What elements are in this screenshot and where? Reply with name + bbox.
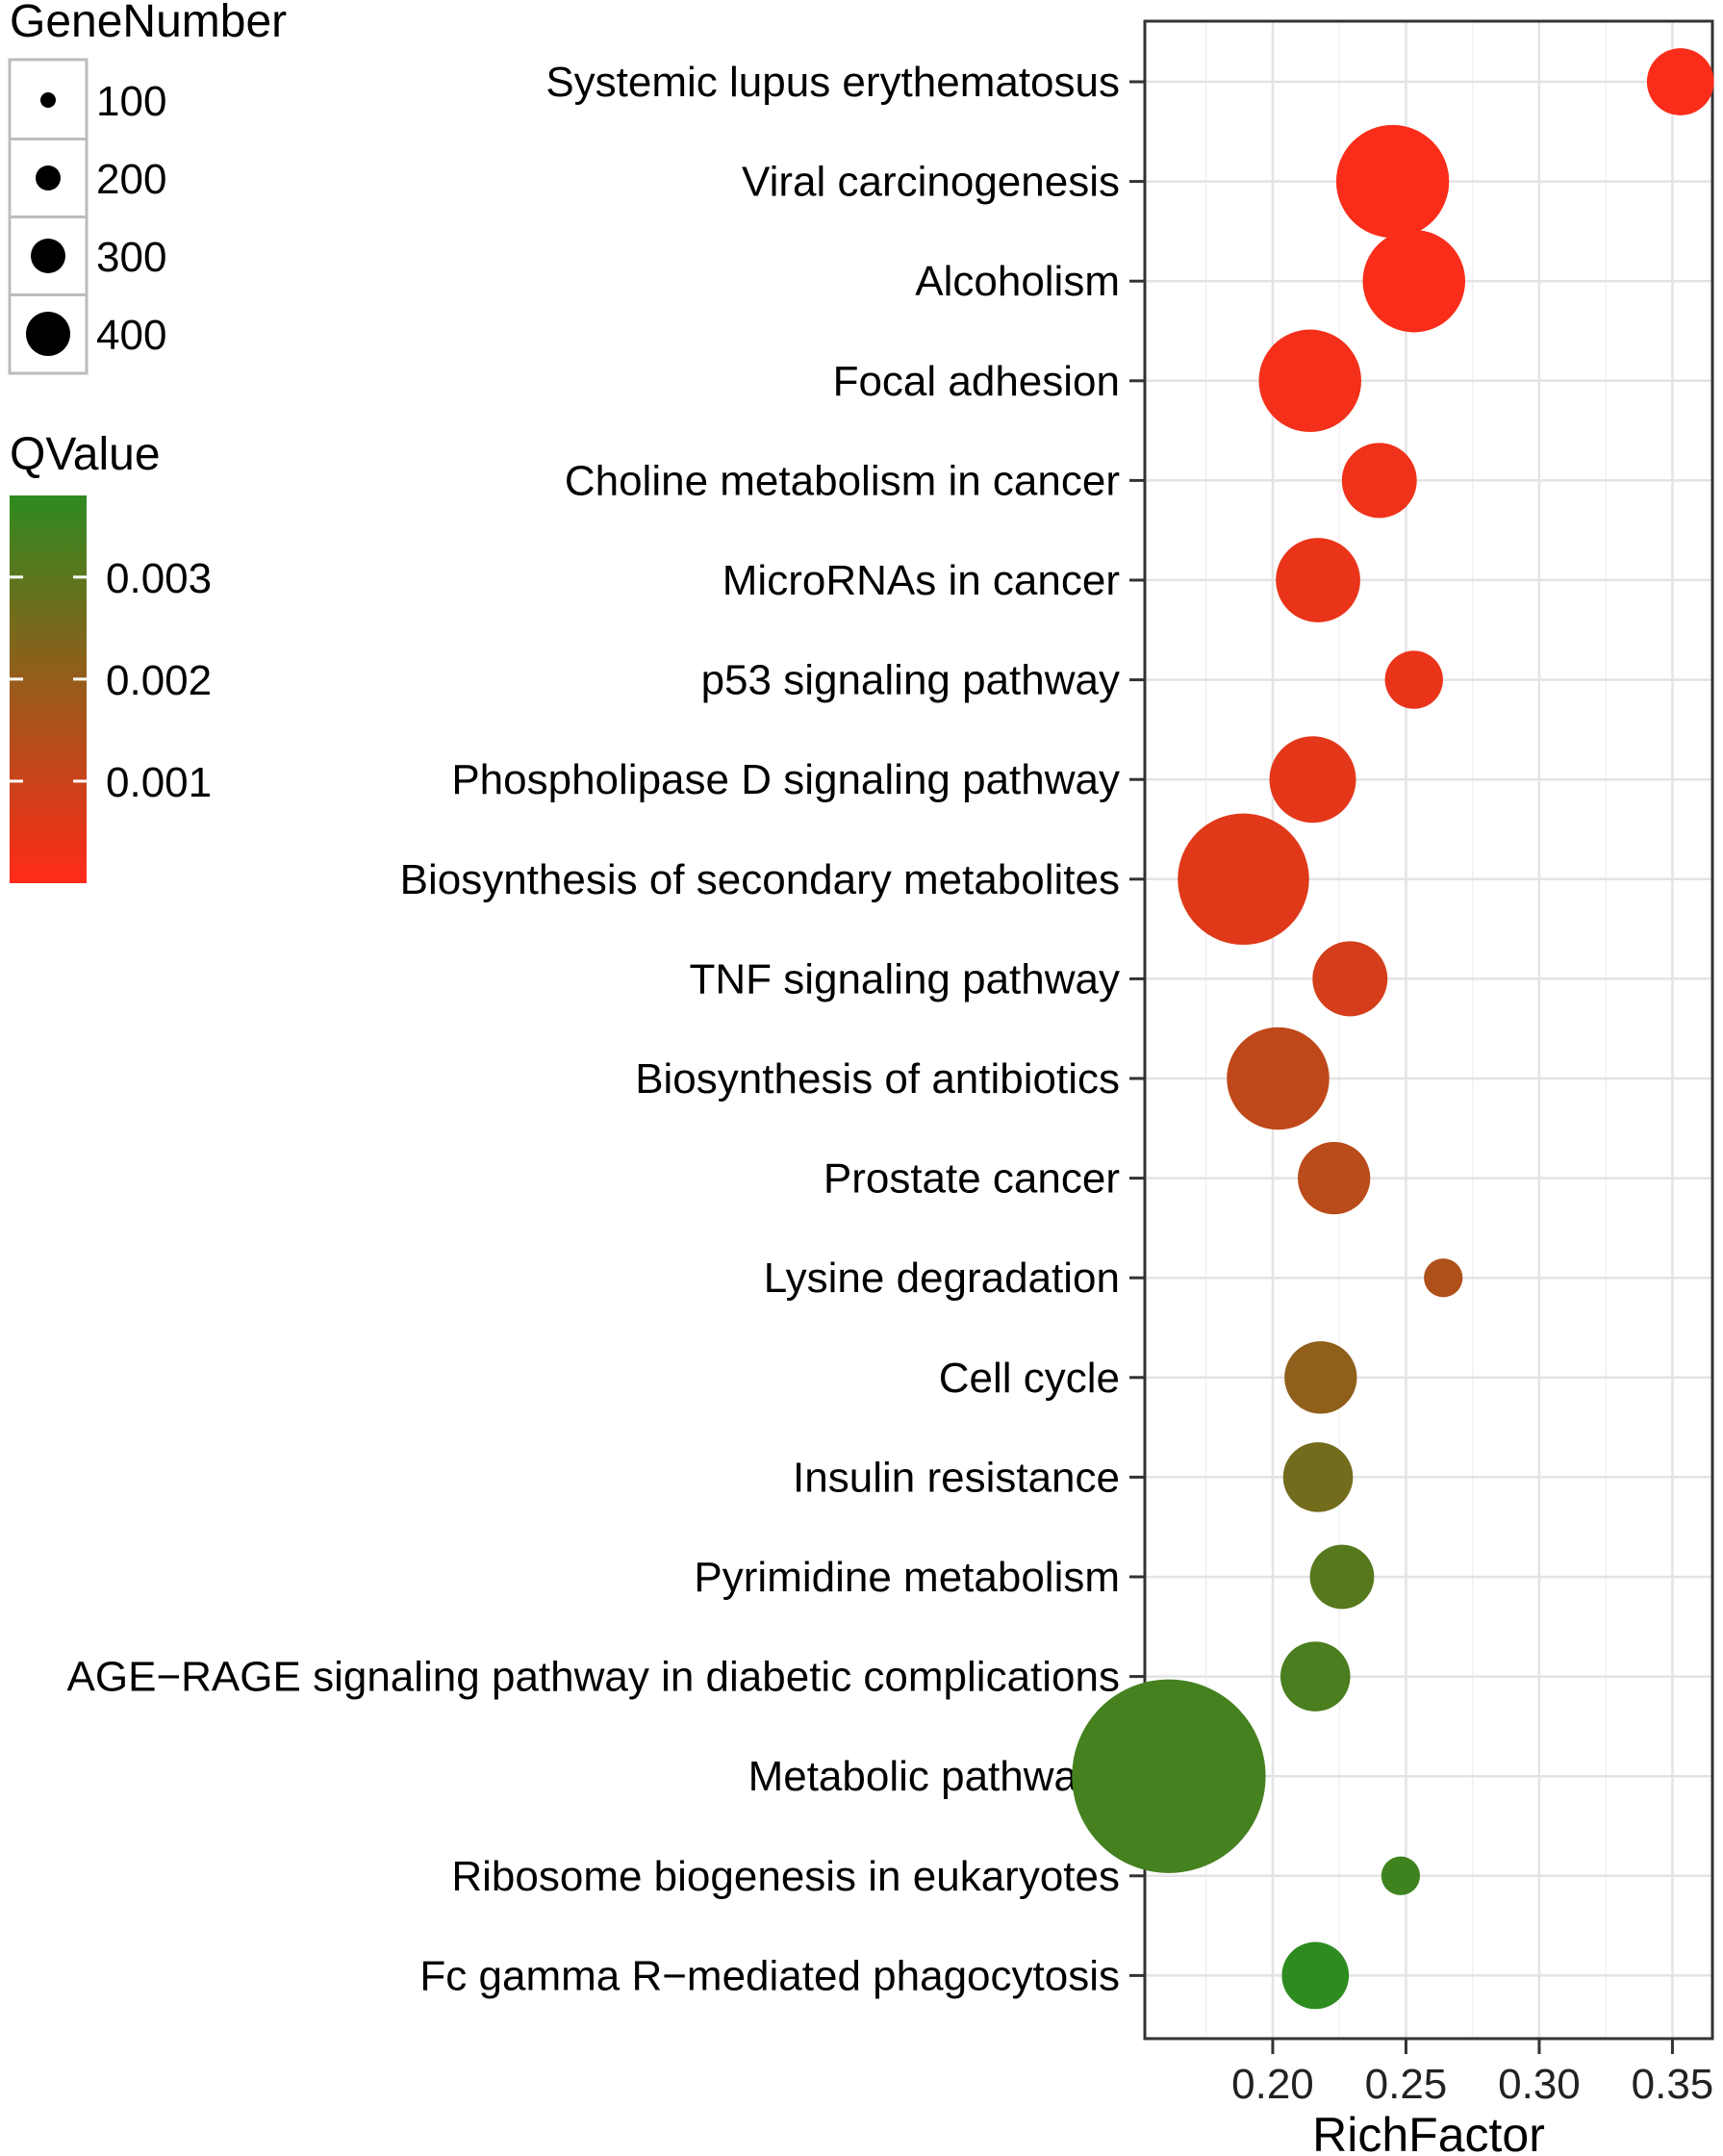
color-legend-title: QValue: [10, 429, 161, 480]
data-point: [1646, 48, 1714, 115]
pathway-label: Metabolic pathways: [748, 1753, 1120, 1800]
pathway-label: Biosynthesis of secondary metabolites: [400, 856, 1120, 903]
size-legend-label: 200: [96, 156, 166, 203]
data-point: [1269, 736, 1356, 824]
data-point: [1284, 1341, 1357, 1414]
x-tick-label: 0.30: [1498, 2061, 1581, 2108]
data-point: [1335, 124, 1450, 239]
data-point: [1298, 1141, 1371, 1215]
pathway-label: Biosynthesis of antibiotics: [635, 1055, 1120, 1103]
pathway-label: TNF signaling pathway: [689, 955, 1120, 1002]
data-point: [1309, 1544, 1375, 1610]
size-legend-key: [36, 165, 61, 190]
panel-background: [1145, 21, 1712, 2039]
data-point: [1276, 538, 1360, 622]
pathway-label: Focal adhesion: [833, 358, 1120, 405]
pathway-label: Systemic lupus erythematosus: [545, 59, 1120, 106]
color-legend-label: 0.003: [106, 555, 212, 602]
color-legend-gradient-bar: [10, 495, 87, 883]
pathway-label: Viral carcinogenesis: [742, 159, 1120, 206]
pathway-label: Phospholipase D signaling pathway: [451, 756, 1120, 803]
color-legend-label: 0.001: [106, 759, 212, 806]
plot-panel: Systemic lupus erythematosus Viral carcin…: [67, 19, 1714, 2108]
data-point: [1381, 1856, 1421, 1895]
pathway-label: Insulin resistance: [793, 1454, 1120, 1501]
pathway-label: Choline metabolism in cancer: [565, 457, 1120, 504]
x-tick-label: 0.25: [1365, 2061, 1448, 2108]
data-point: [1178, 813, 1309, 946]
pathway-label: Cell cycle: [939, 1355, 1120, 1402]
pathway-label: p53 signaling pathway: [701, 657, 1120, 704]
size-legend-key: [26, 312, 70, 356]
data-point: [1280, 1641, 1351, 1712]
data-point: [1227, 1027, 1330, 1130]
pathway-label: Fc gamma R−mediated phagocytosis: [419, 1952, 1120, 1999]
data-point: [1384, 650, 1443, 709]
x-tick-label: 0.20: [1231, 2061, 1314, 2108]
size-legend-title: GeneNumber: [10, 0, 287, 47]
x-tick-label: 0.35: [1632, 2061, 1714, 2108]
pathway-label: AGE−RAGE signaling pathway in diabetic c…: [67, 1654, 1120, 1701]
size-legend-label: 300: [96, 234, 166, 281]
data-point: [1072, 1679, 1266, 1873]
pathway-label: Alcoholism: [915, 258, 1120, 305]
x-axis-title: RichFactor: [1312, 2108, 1545, 2156]
data-point: [1424, 1258, 1463, 1298]
size-legend-label: 100: [96, 78, 166, 125]
pathway-label: Ribosome biogenesis in eukaryotes: [451, 1853, 1120, 1900]
size-legend-label: 400: [96, 312, 166, 359]
panel-border: [1143, 19, 1714, 2041]
color-legend: QValue 0.003 0.002 0.001: [10, 429, 212, 883]
size-legend-key: [31, 239, 65, 273]
pathway-label: Pyrimidine metabolism: [694, 1554, 1120, 1601]
data-point: [1341, 443, 1417, 519]
pathway-label: Prostate cancer: [823, 1155, 1120, 1203]
color-legend-label: 0.002: [106, 657, 212, 704]
size-legend: GeneNumber 100 200 300 400: [8, 0, 287, 375]
pathway-label: Lysine degradation: [764, 1255, 1120, 1302]
data-point: [1362, 229, 1466, 333]
data-point: [1282, 1442, 1354, 1512]
data-point: [1258, 329, 1361, 433]
pathway-label: MicroRNAs in cancer: [722, 557, 1120, 604]
data-point: [1312, 941, 1388, 1017]
size-legend-key: [40, 92, 56, 108]
data-point: [1281, 1941, 1350, 2010]
